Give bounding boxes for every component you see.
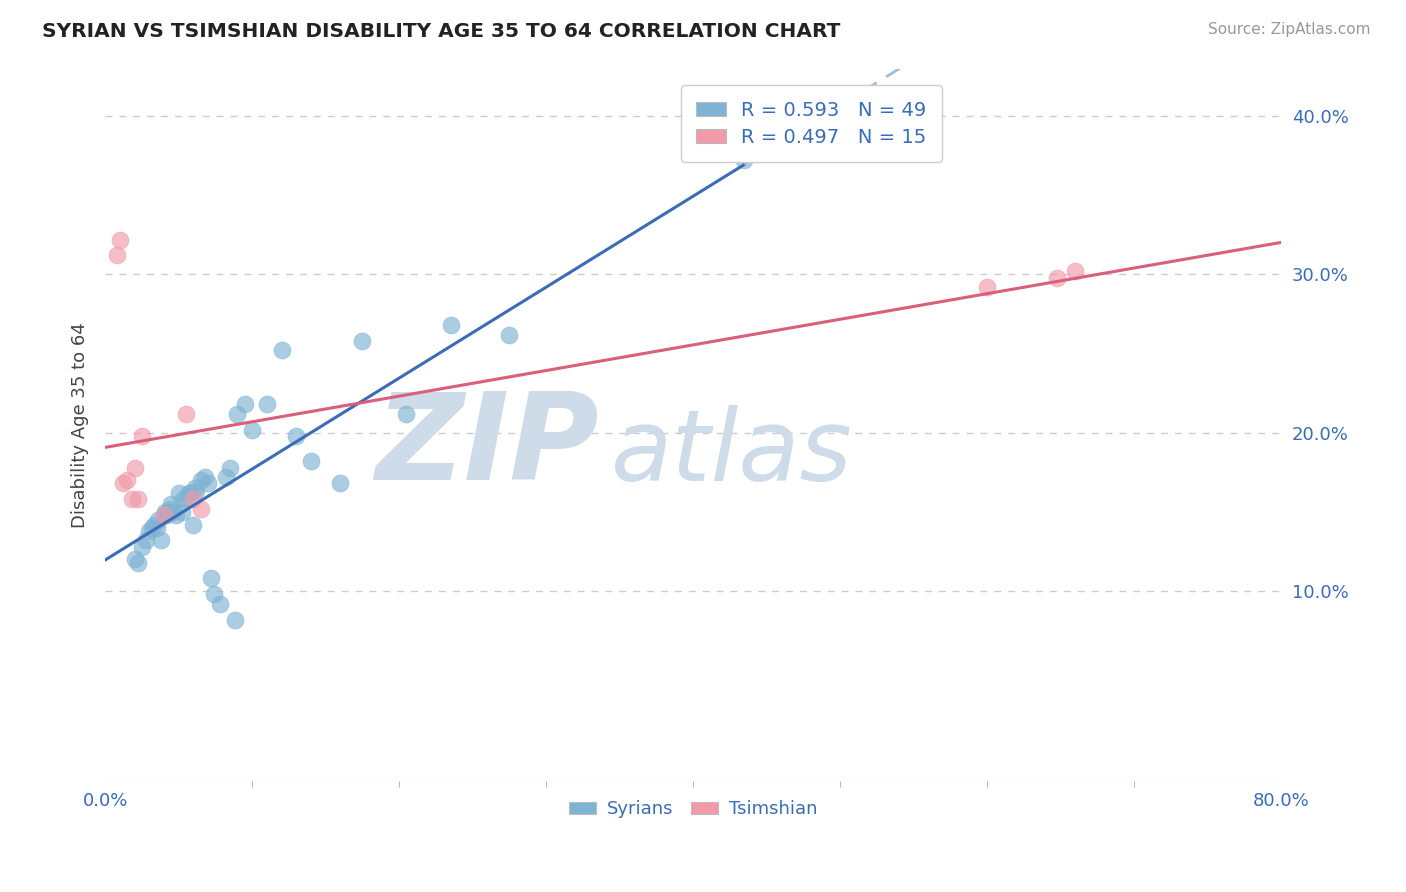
Point xyxy=(153,508,176,522)
Point xyxy=(174,492,197,507)
Point xyxy=(127,492,149,507)
Point xyxy=(172,492,194,507)
Point xyxy=(224,613,246,627)
Point xyxy=(498,327,520,342)
Point xyxy=(156,508,179,522)
Legend: Syrians, Tsimshian: Syrians, Tsimshian xyxy=(561,793,825,825)
Point xyxy=(124,552,146,566)
Point xyxy=(131,429,153,443)
Point xyxy=(299,454,322,468)
Point xyxy=(170,505,193,519)
Point xyxy=(184,481,207,495)
Point xyxy=(197,476,219,491)
Point xyxy=(285,429,308,443)
Point xyxy=(733,153,755,168)
Point xyxy=(160,497,183,511)
Point xyxy=(131,540,153,554)
Text: Source: ZipAtlas.com: Source: ZipAtlas.com xyxy=(1208,22,1371,37)
Point xyxy=(155,505,177,519)
Point xyxy=(111,476,134,491)
Point xyxy=(1064,264,1087,278)
Point xyxy=(233,397,256,411)
Point xyxy=(108,233,131,247)
Point xyxy=(138,524,160,538)
Point xyxy=(190,473,212,487)
Point xyxy=(256,397,278,411)
Point xyxy=(150,533,173,548)
Text: atlas: atlas xyxy=(610,405,852,502)
Point xyxy=(215,470,238,484)
Point xyxy=(208,597,231,611)
Point xyxy=(121,492,143,507)
Text: ZIP: ZIP xyxy=(375,388,599,505)
Point xyxy=(439,318,461,332)
Point xyxy=(240,423,263,437)
Point xyxy=(153,508,176,522)
Point xyxy=(976,280,998,294)
Point xyxy=(174,407,197,421)
Point xyxy=(183,517,205,532)
Point xyxy=(167,486,190,500)
Y-axis label: Disability Age 35 to 64: Disability Age 35 to 64 xyxy=(72,322,89,528)
Point xyxy=(395,407,418,421)
Point xyxy=(352,334,374,348)
Point xyxy=(186,484,208,499)
Point xyxy=(145,521,167,535)
Point xyxy=(194,470,217,484)
Point xyxy=(179,486,201,500)
Point xyxy=(165,508,187,522)
Point xyxy=(329,476,352,491)
Point xyxy=(202,587,225,601)
Point xyxy=(270,343,292,358)
Point xyxy=(226,407,249,421)
Point xyxy=(141,521,163,535)
Point xyxy=(105,248,128,262)
Point xyxy=(157,505,180,519)
Point xyxy=(200,571,222,585)
Point xyxy=(127,556,149,570)
Point xyxy=(190,501,212,516)
Point xyxy=(162,505,184,519)
Point xyxy=(146,513,169,527)
Point xyxy=(135,533,157,548)
Point xyxy=(1046,270,1069,285)
Point xyxy=(117,473,139,487)
Point xyxy=(124,460,146,475)
Point xyxy=(183,492,205,507)
Point xyxy=(159,501,181,516)
Text: SYRIAN VS TSIMSHIAN DISABILITY AGE 35 TO 64 CORRELATION CHART: SYRIAN VS TSIMSHIAN DISABILITY AGE 35 TO… xyxy=(42,22,841,41)
Point xyxy=(177,486,200,500)
Point xyxy=(142,517,165,532)
Point xyxy=(219,460,242,475)
